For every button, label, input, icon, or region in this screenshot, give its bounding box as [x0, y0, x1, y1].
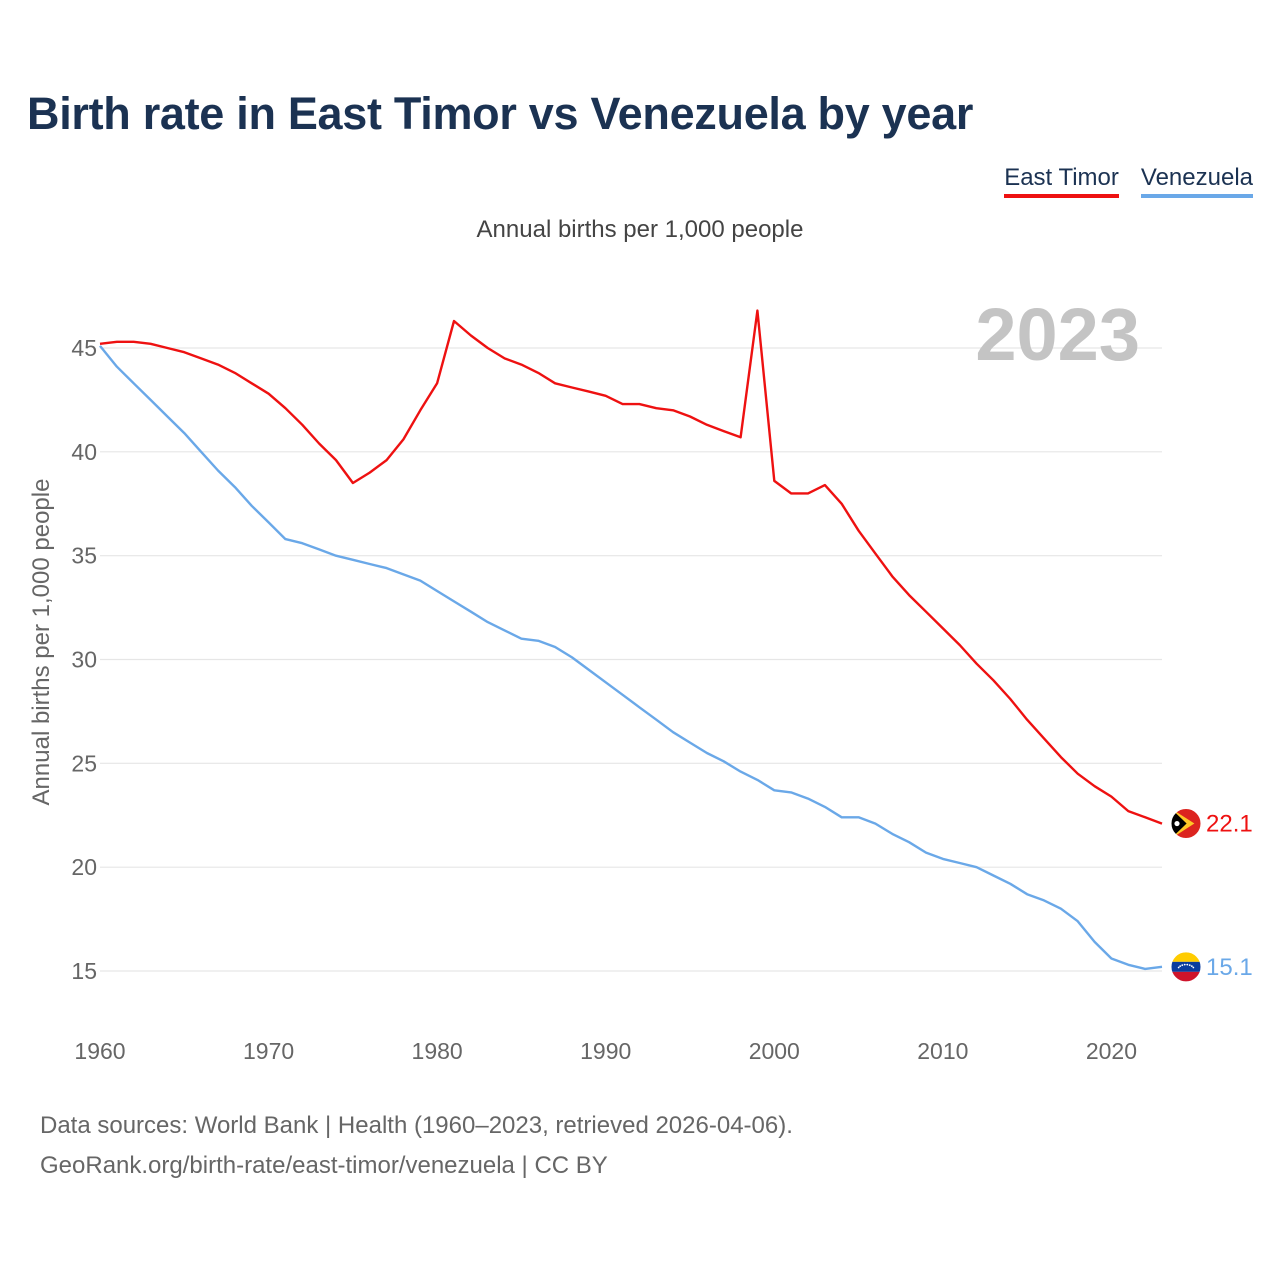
y-tick-label-15: 15	[71, 958, 97, 984]
year-watermark: 2023	[975, 293, 1140, 376]
y-tick-label-35: 35	[71, 543, 97, 569]
venezuela-flag-border	[1170, 951, 1202, 983]
x-tick-label-1980: 1980	[412, 1038, 463, 1064]
legend-item-east-timor[interactable]: East Timor	[1004, 164, 1119, 198]
x-tick-label-1970: 1970	[243, 1038, 294, 1064]
y-tick-label-25: 25	[71, 750, 97, 776]
east-timor-flag-icon	[1171, 808, 1201, 839]
y-tick-label-40: 40	[71, 439, 97, 465]
x-tick-label-2020: 2020	[1086, 1038, 1137, 1064]
series-line-east-timor	[99, 309, 1163, 825]
venezuela-flag-icon	[1171, 951, 1201, 982]
end-value-label-venezuela: 15.1	[1206, 954, 1253, 981]
series-line-venezuela	[99, 345, 1163, 971]
source-line-2: GeoRank.org/birth-rate/east-timor/venezu…	[40, 1152, 608, 1179]
y-tick-label-20: 20	[71, 854, 97, 880]
end-value-label-east-timor: 22.1	[1206, 811, 1253, 838]
y-tick-label-45: 45	[71, 335, 97, 361]
chart-title: Birth rate in East Timor vs Venezuela by…	[27, 88, 974, 139]
x-tick-label-2010: 2010	[917, 1038, 968, 1064]
x-tick-label-2000: 2000	[749, 1038, 800, 1064]
legend: East Timor Venezuela	[1004, 164, 1253, 198]
y-tick-label-30: 30	[71, 647, 97, 673]
source-line-1: Data sources: World Bank | Health (1960–…	[40, 1112, 793, 1139]
x-tick-label-1960: 1960	[74, 1038, 125, 1064]
chart-subtitle: Annual births per 1,000 people	[476, 216, 804, 243]
source-note: Data sources: World Bank | Health (1960–…	[40, 1106, 793, 1186]
x-tick-label-1990: 1990	[580, 1038, 631, 1064]
legend-item-venezuela[interactable]: Venezuela	[1140, 164, 1253, 198]
east-timor-flag-border	[1170, 808, 1202, 840]
